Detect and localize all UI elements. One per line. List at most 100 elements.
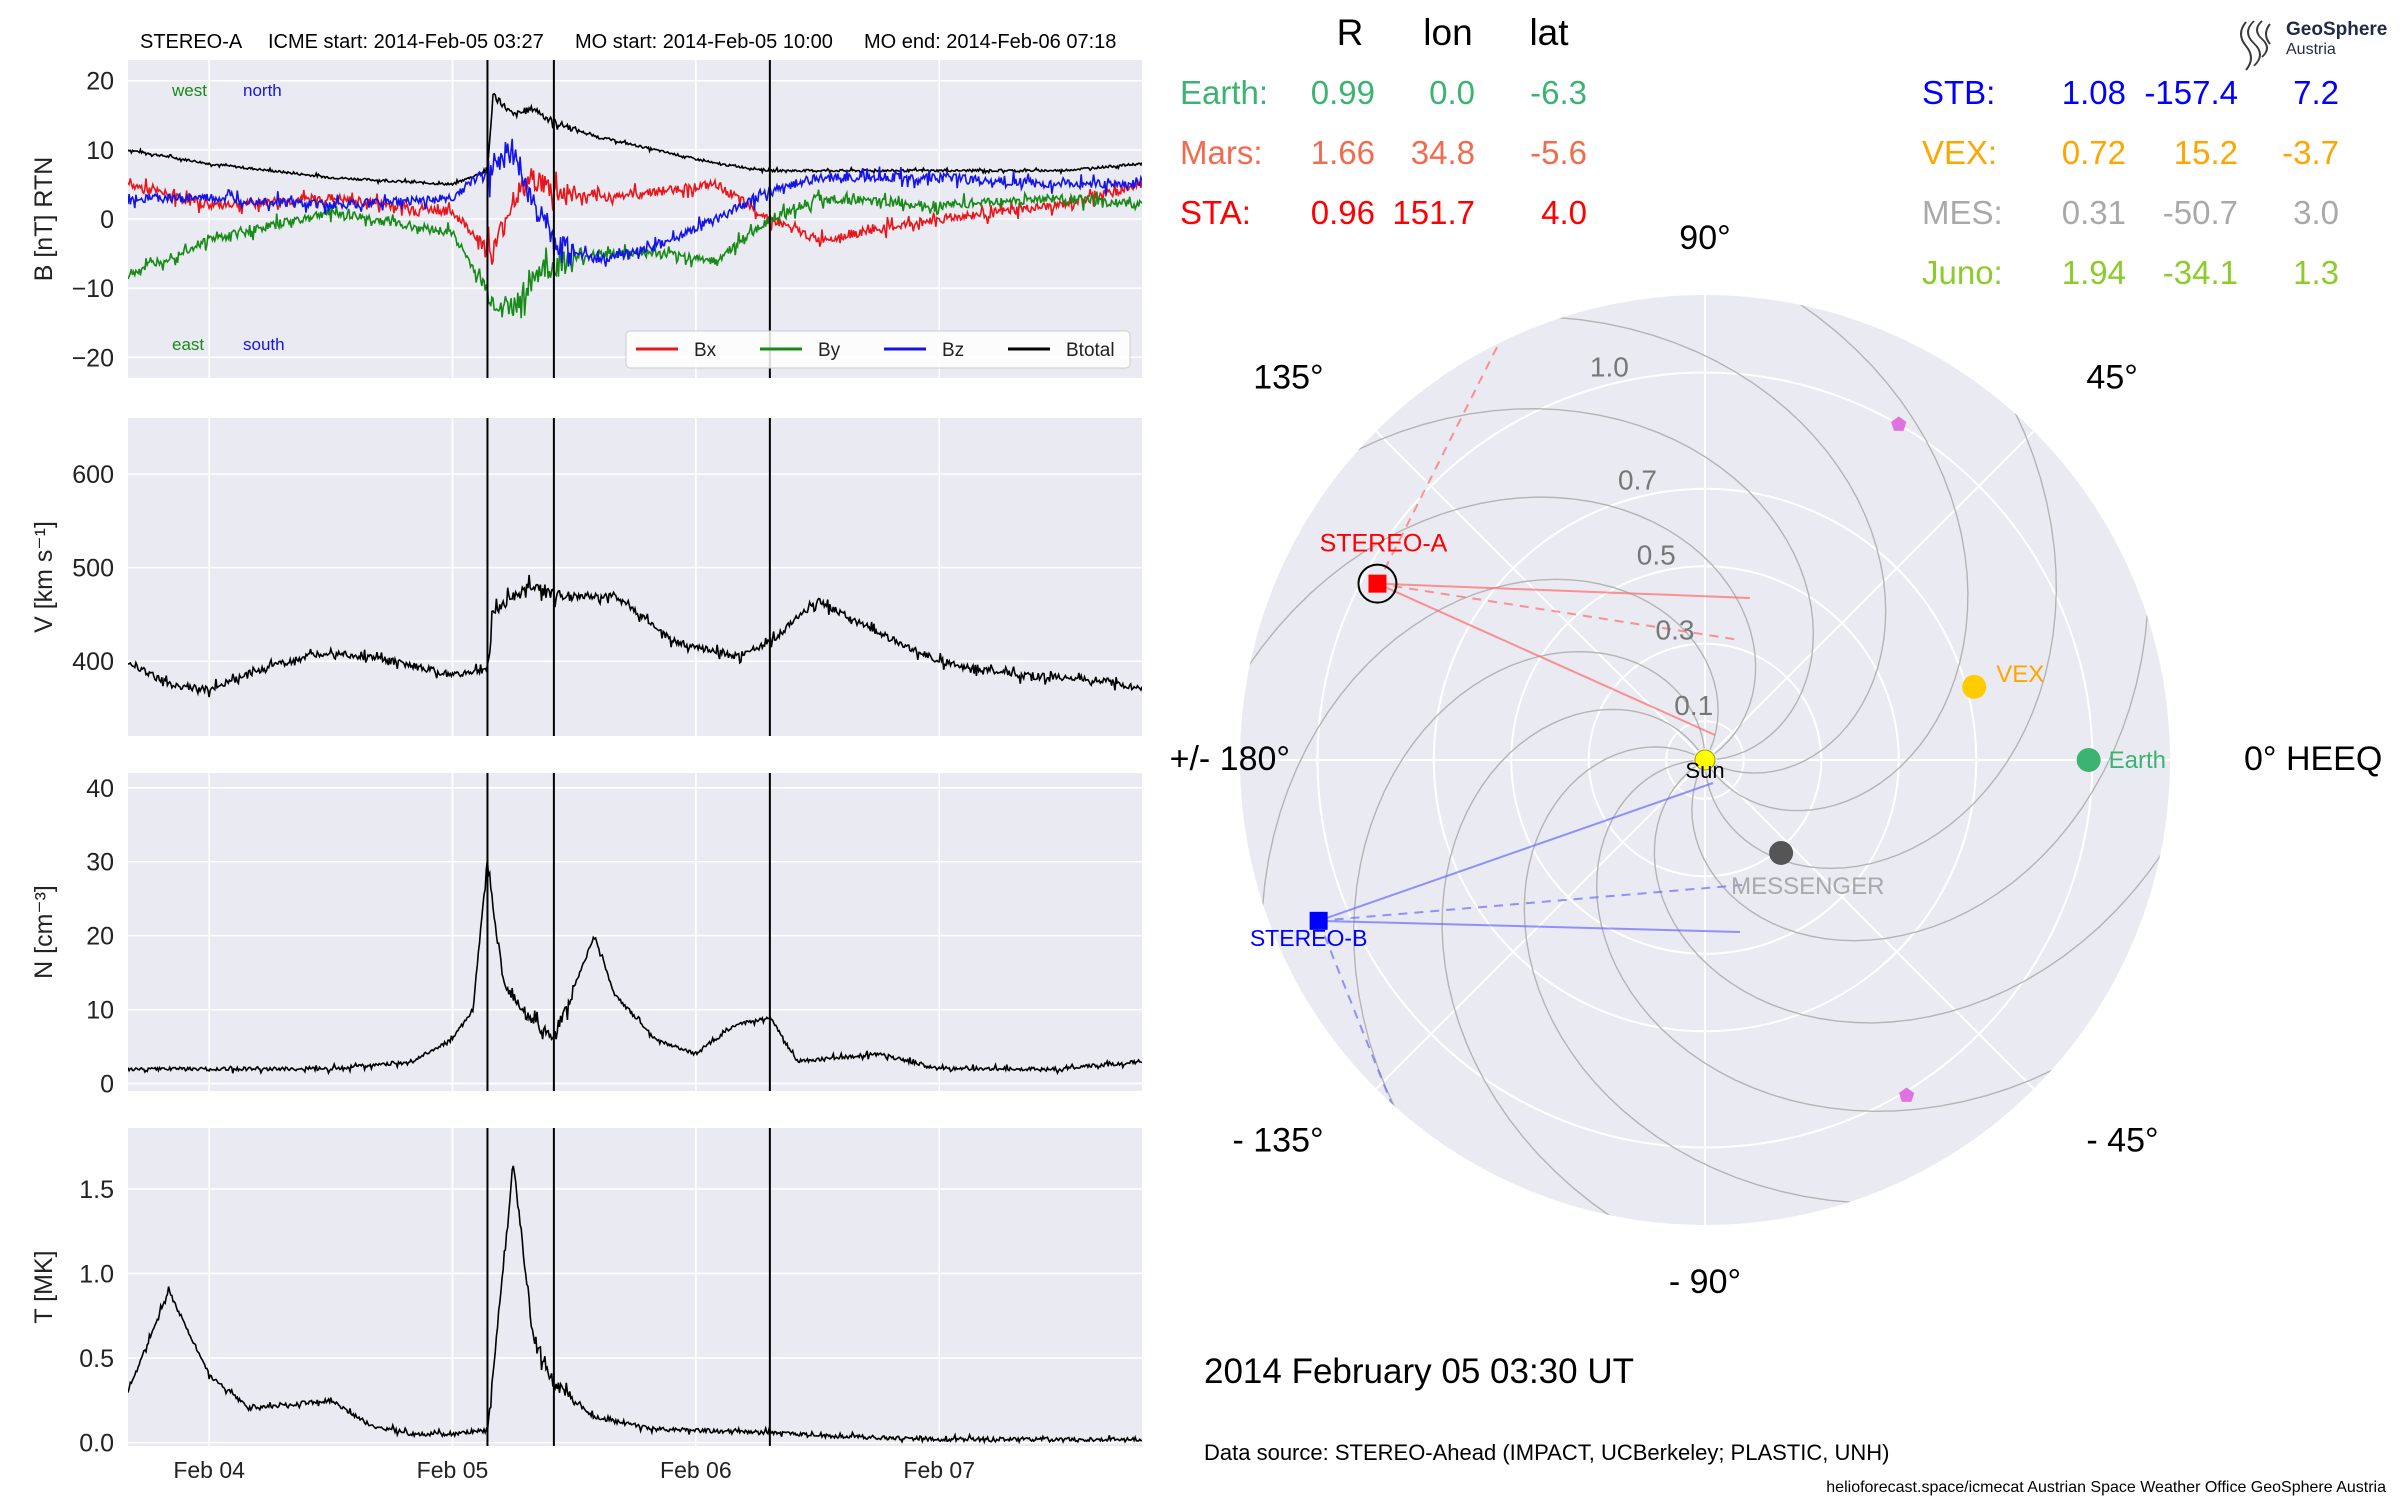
magnetic_field-ytick-label: −20 [72, 344, 114, 372]
table-left-lat: 4.0 [1541, 194, 1587, 231]
density-ytick-label: 0 [100, 1071, 114, 1099]
annotation-south: south [243, 335, 285, 354]
polar-angle-label: 90° [1679, 219, 1730, 257]
density-ytick-label: 20 [86, 923, 114, 951]
table-right-lon: 15.2 [2174, 134, 2238, 171]
table-left-r: 0.96 [1311, 194, 1375, 231]
panel-magnetic_field: 20 10 0 −10 −20 B [nT] RTN west north east south B… [30, 60, 1142, 378]
density-series-line [128, 860, 1142, 1076]
spacecraft-name: STEREO-A [140, 31, 243, 53]
temperature-ytick-label: 0.0 [79, 1430, 114, 1458]
polar-point-earth-label: Earth [2109, 747, 2166, 774]
magnetic_field-series-btotal [128, 92, 1142, 187]
magnetic_field-series-group [128, 92, 1142, 319]
polar-angle-label: 135° [1253, 359, 1323, 397]
polar-grid-spoke [1375, 759, 1706, 1090]
speed-background [128, 418, 1142, 736]
table-right-name: Juno: [1922, 254, 2003, 291]
table-column-r: R [1337, 12, 1364, 53]
polar-spiral-line [1441, 708, 1965, 1225]
table-right-name: MES: [1922, 194, 2003, 231]
table-column-lon: lon [1423, 12, 1472, 53]
table-left-name: Mars: [1180, 134, 1263, 171]
speed-ylabel: V [km s⁻¹] [30, 521, 58, 633]
sta-view-line [1377, 582, 1716, 736]
density-ytick-label: 30 [86, 849, 114, 877]
temperature-ytick-label: 1.5 [79, 1176, 114, 1204]
table-left-lon: 34.8 [1411, 134, 1475, 171]
plot-timestamp: 2014 February 05 03:30 UT [1204, 1352, 1634, 1391]
stb-view-line [1318, 884, 1743, 922]
mo-end: MO end: 2014-Feb-06 07:18 [864, 31, 1116, 53]
table-left-lon: 0.0 [1429, 74, 1475, 111]
polar-point-stereo-a [1368, 574, 1387, 593]
panel-speed: 600 500 400 V [km s⁻¹] [30, 418, 1142, 736]
polar-angle-label: +/- 180° [1170, 740, 1290, 778]
temperature-ytick-label: 0.5 [79, 1345, 114, 1373]
speed-ytick-label: 500 [72, 555, 114, 583]
table-left-name: STA: [1180, 194, 1251, 231]
table-right-r: 0.31 [2062, 194, 2126, 231]
legend: Bx By Bz Btotal [625, 330, 1131, 369]
table-right-lon: -50.7 [2163, 194, 2238, 231]
annotation-north: north [243, 81, 282, 100]
polar-r-label: 0.5 [1637, 539, 1676, 570]
polar-spiral-line [1445, 295, 1969, 812]
temperature-background [128, 1128, 1142, 1446]
table-left-r: 1.66 [1311, 134, 1375, 171]
magnetic_field-series-by [128, 189, 1142, 319]
table-right-lat: 7.2 [2293, 74, 2339, 111]
sta-view-line [1377, 582, 1751, 599]
speed-ytick-label: 600 [72, 461, 114, 489]
polar-angle-label: 45° [2086, 359, 2137, 397]
polar-point-stereo-b [1309, 911, 1328, 930]
magnetic_field-ytick-label: −10 [72, 275, 114, 303]
xtick-label: Feb 04 [173, 1457, 245, 1483]
legend-label-bz: Bz [942, 340, 964, 361]
table-left-lat: -5.6 [1530, 134, 1587, 171]
polar-point-sun-label: Sun [1685, 758, 1724, 783]
stb-view-line [1318, 919, 1741, 933]
speed-series-group [128, 574, 1142, 698]
magnetic_field-series-bz [128, 138, 1142, 267]
polar-r-label: 0.3 [1656, 615, 1695, 646]
density-ytick-label: 10 [86, 997, 114, 1025]
magnetic_field-ytick-label: 0 [100, 206, 114, 234]
temperature-ylabel: T [MK] [30, 1250, 58, 1323]
polar-point-earth [2076, 748, 2101, 772]
polar-point-sun [1694, 749, 1716, 771]
table-right-lat: 3.0 [2293, 194, 2339, 231]
polar-angle-label: - 45° [2086, 1121, 2158, 1159]
annotation-east: east [172, 335, 204, 354]
stb-spiral-line [1317, 920, 1419, 1171]
table-right-name: VEX: [1922, 134, 1997, 171]
time-series-panels: 20 10 0 −10 −20 B [nT] RTN west north east south B… [30, 60, 1142, 1483]
mo-start: MO start: 2014-Feb-05 10:00 [575, 31, 833, 53]
polar-point-stereo-b-label: STEREO-B [1250, 925, 1368, 951]
legend-label-btotal: Btotal [1066, 340, 1115, 361]
geosphere-logo: GeoSphere Austria [2240, 19, 2387, 71]
polar-orbit-plot: 0.1 0.3 0.5 0.7 1.0 0° HEEQ 45° 90° 135° +/- 180°… [1170, 219, 2383, 1301]
table-right-r: 1.08 [2062, 74, 2126, 111]
table-column-lat: lat [1529, 12, 1569, 53]
polar-point-stereo-a-ring [1357, 563, 1398, 604]
magnetic_field-ytick-label: 10 [86, 137, 114, 165]
table-left-r: 0.99 [1311, 74, 1375, 111]
footer-credits: helioforecast.space/icmecat Austrian Spa… [1826, 1479, 2386, 1496]
magnetic_field-ylabel: B [nT] RTN [30, 157, 58, 282]
speed-ytick-label: 400 [72, 648, 114, 676]
table-right-lat: 1.3 [2293, 254, 2339, 291]
polar-point-messenger [1769, 840, 1794, 865]
table-right-lon: -157.4 [2144, 74, 2238, 111]
density-series-group [128, 860, 1142, 1076]
logo-name: GeoSphere [2286, 19, 2387, 40]
panel-temperature: 1.5 1.0 0.5 0.0 T [MK] Feb 04 Feb 05 Feb 06 Feb … [30, 1128, 1142, 1483]
temperature-series-line [128, 1165, 1142, 1445]
xtick-label: Feb 07 [903, 1457, 975, 1483]
data-source: Data source: STEREO-Ahead (IMPACT, UCBer… [1204, 1440, 1889, 1465]
table-left-lat: -6.3 [1530, 74, 1587, 111]
polar-point-marker-lower [1899, 1087, 1915, 1102]
panel-density: 40 30 20 10 0 N [cm⁻³] [30, 773, 1142, 1099]
